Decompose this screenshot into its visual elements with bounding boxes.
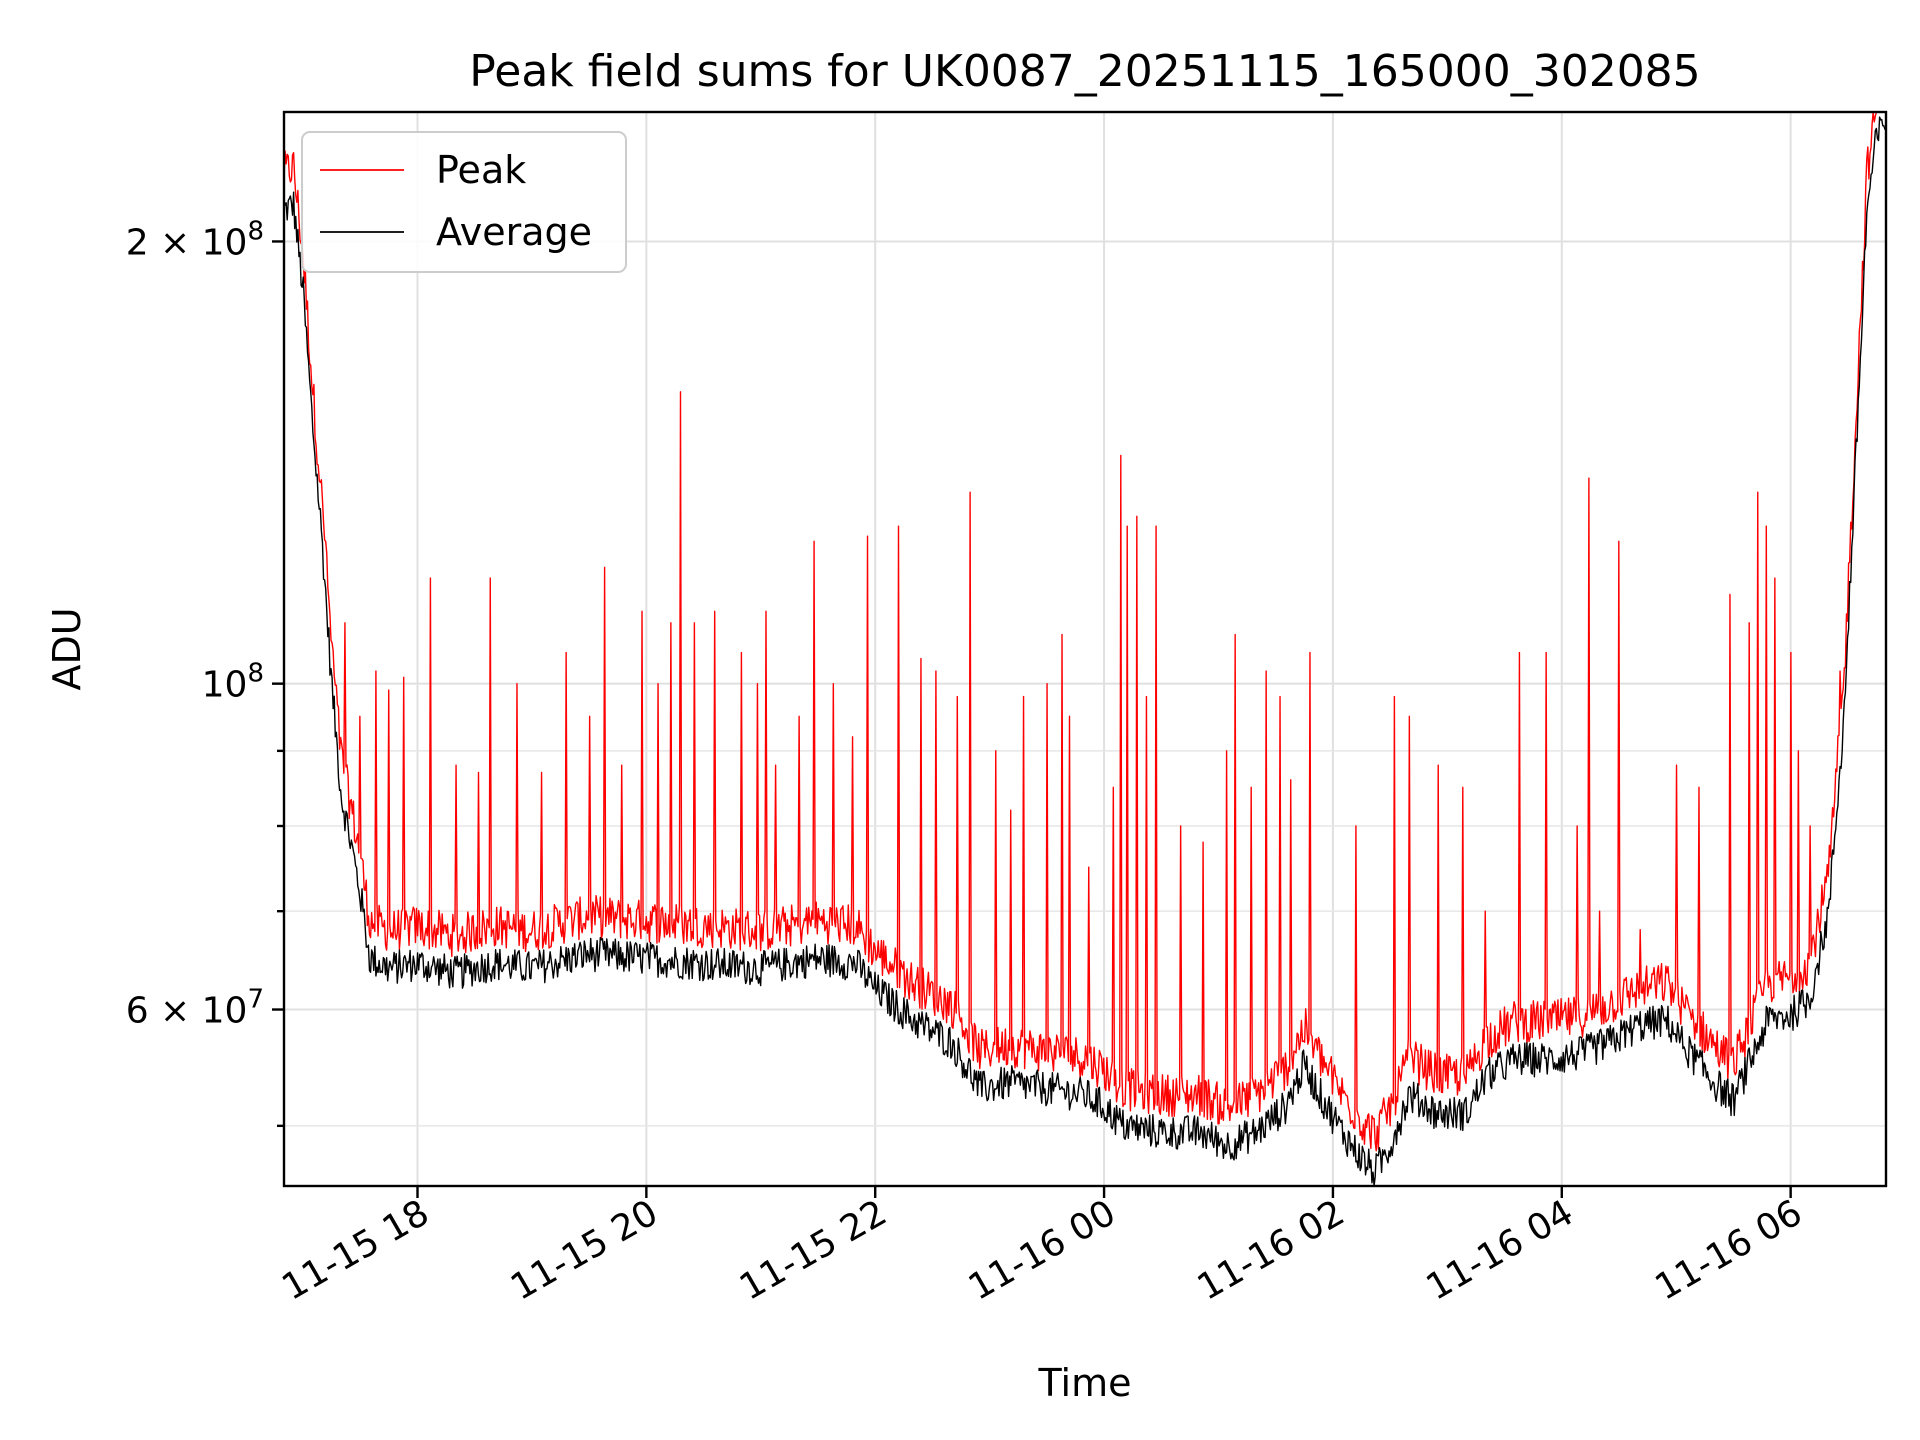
x-tick-label: 11-16 02 [1191, 1192, 1352, 1308]
x-tick-label: 11-16 06 [1648, 1192, 1809, 1308]
series-layer [284, 112, 1886, 1186]
x-tick-label: 11-15 22 [733, 1192, 894, 1308]
x-tick-label: 11-16 04 [1420, 1192, 1581, 1308]
tick-layer: 11-15 18 11-15 20 11-15 22 11-16 00 11-16 02… [126, 216, 1809, 1308]
x-tick-label: 11-16 00 [962, 1192, 1123, 1308]
chart-title: Peak field sums for UK0087_20251115_1650… [469, 46, 1700, 97]
y-tick-label: 6 × 107 [126, 985, 264, 1032]
x-tick-label: 11-15 20 [504, 1192, 665, 1308]
y-axis-label: ADU [45, 607, 89, 690]
legend-average-label: Average [436, 210, 592, 254]
x-tick-label: 11-15 18 [275, 1192, 436, 1308]
legend-peak-label: Peak [436, 148, 526, 192]
legend-box [301, 131, 627, 273]
grid-layer [284, 112, 1886, 1186]
y-tick-label: 108 [202, 659, 264, 706]
series-line-peak [284, 112, 1886, 1152]
legend: Peak Average [301, 131, 627, 273]
series-line-average [284, 116, 1886, 1186]
x-axis-label: Time [1038, 1361, 1132, 1405]
y-tick-label: 2 × 108 [126, 216, 264, 263]
plot-frame [282, 110, 1888, 1188]
